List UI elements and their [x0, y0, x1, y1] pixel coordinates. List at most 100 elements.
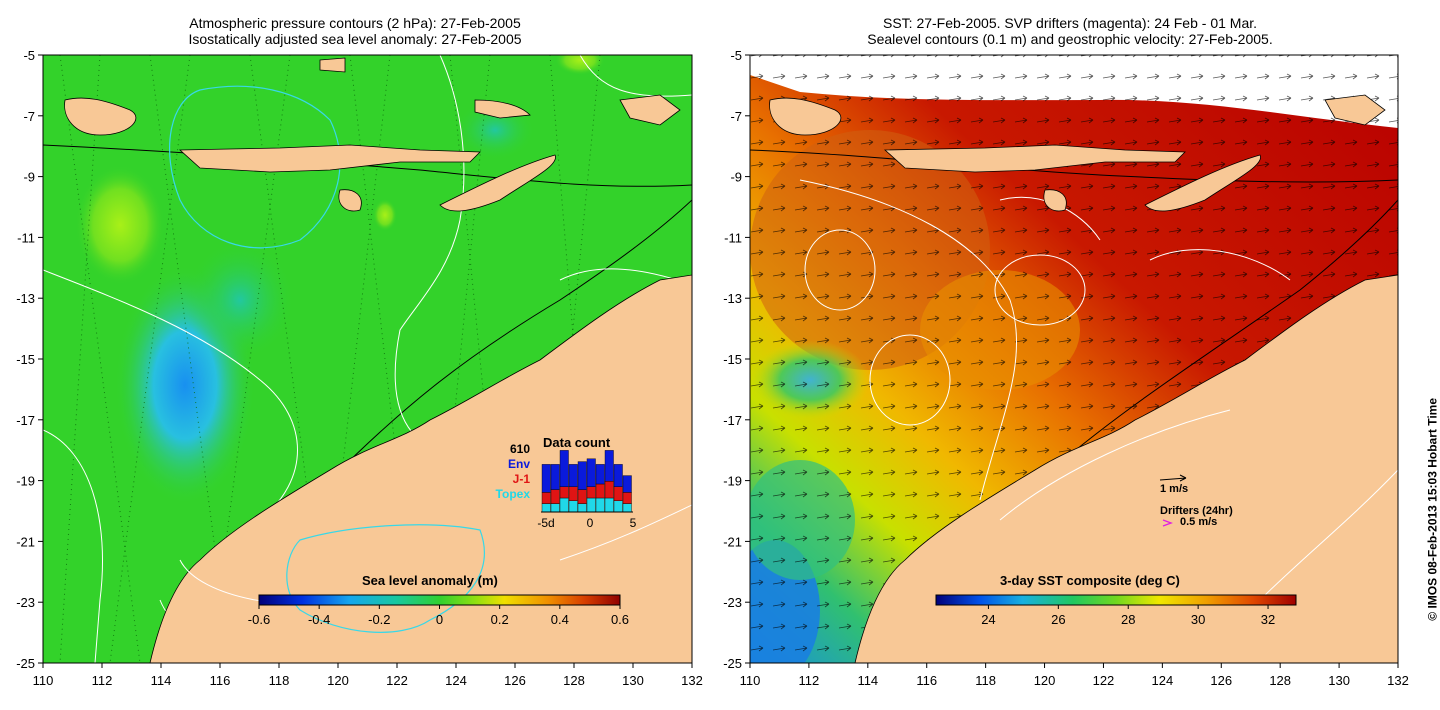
count-tick-label: 0 — [587, 516, 594, 530]
count-bar-topex — [559, 497, 569, 513]
sst-colorbar-ticks: 24 26 28 30 32 — [981, 605, 1275, 627]
sla-colorbar-gradient — [258, 594, 621, 606]
sla-tick-label: 0 — [436, 612, 443, 627]
lon-tick-label: 126 — [504, 673, 526, 688]
legend-topex: Topex — [495, 487, 530, 501]
lon-tick-label: 110 — [33, 673, 54, 688]
lon-tick-label: 128 — [563, 673, 585, 688]
lon-tick-label: 130 — [1328, 673, 1350, 688]
drifter-key-speed: 0.5 m/s — [1180, 516, 1218, 528]
sst-colorbar-label: 3-day SST composite (deg C) — [1000, 573, 1180, 588]
count-bar-j1 — [613, 486, 623, 501]
sla-tick-label: -0.6 — [248, 612, 270, 627]
count-bar-topex — [613, 500, 623, 513]
sst-tick-label: 32 — [1261, 612, 1275, 627]
data-count-ticks: -5d 0 5 — [537, 516, 636, 530]
count-bar-topex — [622, 503, 632, 513]
lon-tick-label: 128 — [1269, 673, 1291, 688]
sst-tick-label: 24 — [981, 612, 995, 627]
sla-colorbar-label: Sea level anomaly (m) — [362, 573, 498, 588]
left-title-line2: Isostatically adjusted sea level anomaly… — [188, 31, 522, 47]
lat-tick-label: -9 — [730, 170, 742, 185]
lon-tick-label: 122 — [386, 673, 408, 688]
legend-env: Env — [507, 457, 530, 471]
count-bar-topex — [586, 497, 596, 513]
lat-tick-label: -5 — [730, 48, 742, 63]
right-title-line1: SST: 27-Feb-2005. SVP drifters (magenta)… — [882, 15, 1258, 31]
data-count-total: 610 — [509, 442, 530, 456]
lat-tick-label: -25 — [723, 656, 742, 671]
lat-tick-label: -19 — [16, 474, 35, 489]
data-count-legend: 610 Env J-1 Topex — [494, 442, 530, 502]
left-land — [64, 57, 692, 663]
right-title-line2: Sealevel contours (0.1 m) and geostrophi… — [867, 31, 1273, 47]
left-title-line1: Atmospheric pressure contours (2 hPa): 2… — [189, 15, 521, 31]
lon-tick-label: 120 — [327, 673, 349, 688]
lon-tick-label: 110 — [740, 673, 761, 688]
lon-tick-label: 114 — [857, 673, 878, 688]
count-bar-topex — [550, 503, 560, 513]
count-bar-env — [550, 464, 560, 490]
left-axes: 110 112 114 116 118 120 122 124 126 128 130 132 -5 -7… — [16, 48, 703, 688]
count-bar-j1 — [550, 489, 560, 504]
lon-tick-label: 116 — [916, 673, 937, 688]
sst-tick-label: 26 — [1051, 612, 1065, 627]
lat-tick-label: -11 — [17, 230, 35, 245]
count-bar-j1 — [568, 486, 578, 501]
lat-tick-label: -17 — [723, 413, 742, 428]
lon-tick-label: 132 — [681, 673, 703, 688]
count-bar-env — [586, 458, 596, 487]
count-bar-topex — [568, 500, 578, 513]
velocity-key-label: 1 m/s — [1160, 483, 1189, 495]
lat-tick-label: -15 — [16, 352, 35, 367]
lat-tick-label: -11 — [724, 230, 742, 245]
lon-tick-label: 120 — [1034, 673, 1056, 688]
lat-tick-label: -23 — [723, 595, 742, 610]
left-title: Atmospheric pressure contours (2 hPa): 2… — [80, 15, 630, 47]
velocity-key-arrow — [1159, 474, 1187, 482]
lon-tick-label: 126 — [1210, 673, 1232, 688]
lon-tick-label: 116 — [210, 673, 231, 688]
sla-tick-label: -0.2 — [368, 612, 390, 627]
right-title: SST: 27-Feb-2005. SVP drifters (magenta)… — [790, 15, 1350, 47]
lat-tick-label: -7 — [730, 109, 742, 124]
count-bar-topex — [595, 497, 605, 513]
count-bar-env — [568, 464, 578, 487]
count-bar-env — [595, 464, 605, 485]
count-bar-env — [577, 461, 587, 490]
lat-tick-label: -13 — [723, 291, 742, 306]
count-bar-topex — [577, 503, 587, 513]
right-land — [769, 94, 1398, 663]
sla-tick-label: 0.6 — [611, 612, 629, 627]
sla-tick-label: -0.4 — [308, 612, 330, 627]
count-bar-topex — [541, 503, 551, 513]
count-bar-j1 — [541, 492, 551, 504]
lat-tick-label: -25 — [16, 656, 35, 671]
lon-tick-label: 132 — [1387, 673, 1409, 688]
lat-tick-label: -13 — [16, 291, 35, 306]
lat-tick-label: -15 — [723, 352, 742, 367]
data-count-title: Data count — [543, 435, 611, 450]
count-bar-j1 — [586, 486, 596, 499]
lat-tick-label: -21 — [723, 534, 742, 549]
lon-tick-label: 130 — [622, 673, 644, 688]
count-tick-label: -5d — [537, 516, 554, 530]
count-bar-env — [541, 464, 551, 493]
imos-credit: © IMOS 08-Feb-2013 15:03 Hobart Time — [1426, 398, 1440, 621]
lon-tick-label: 114 — [151, 673, 172, 688]
lon-tick-label: 124 — [1152, 673, 1174, 688]
lat-tick-label: -23 — [16, 595, 35, 610]
sst-tick-label: 30 — [1191, 612, 1205, 627]
legend-j1: J-1 — [512, 472, 530, 486]
drifter-key-title: Drifters (24hr) — [1160, 505, 1233, 517]
sst-tick-label: 28 — [1121, 612, 1135, 627]
sla-colorbar-ticks: -0.6 -0.4 -0.2 0 0.2 0.4 0.6 — [248, 605, 629, 627]
count-tick-label: 5 — [630, 516, 637, 530]
left-colorbar: -0.6 -0.4 -0.2 0 0.2 0.4 0.6 — [248, 594, 629, 627]
count-bar-env — [604, 450, 614, 482]
right-map — [750, 55, 1398, 663]
right-axes: 110 112 114 116 118 120 122 124 126 128 130 132 -5 -7… — [723, 48, 1409, 688]
count-bar-j1 — [622, 492, 632, 504]
lon-tick-label: 118 — [269, 673, 290, 688]
